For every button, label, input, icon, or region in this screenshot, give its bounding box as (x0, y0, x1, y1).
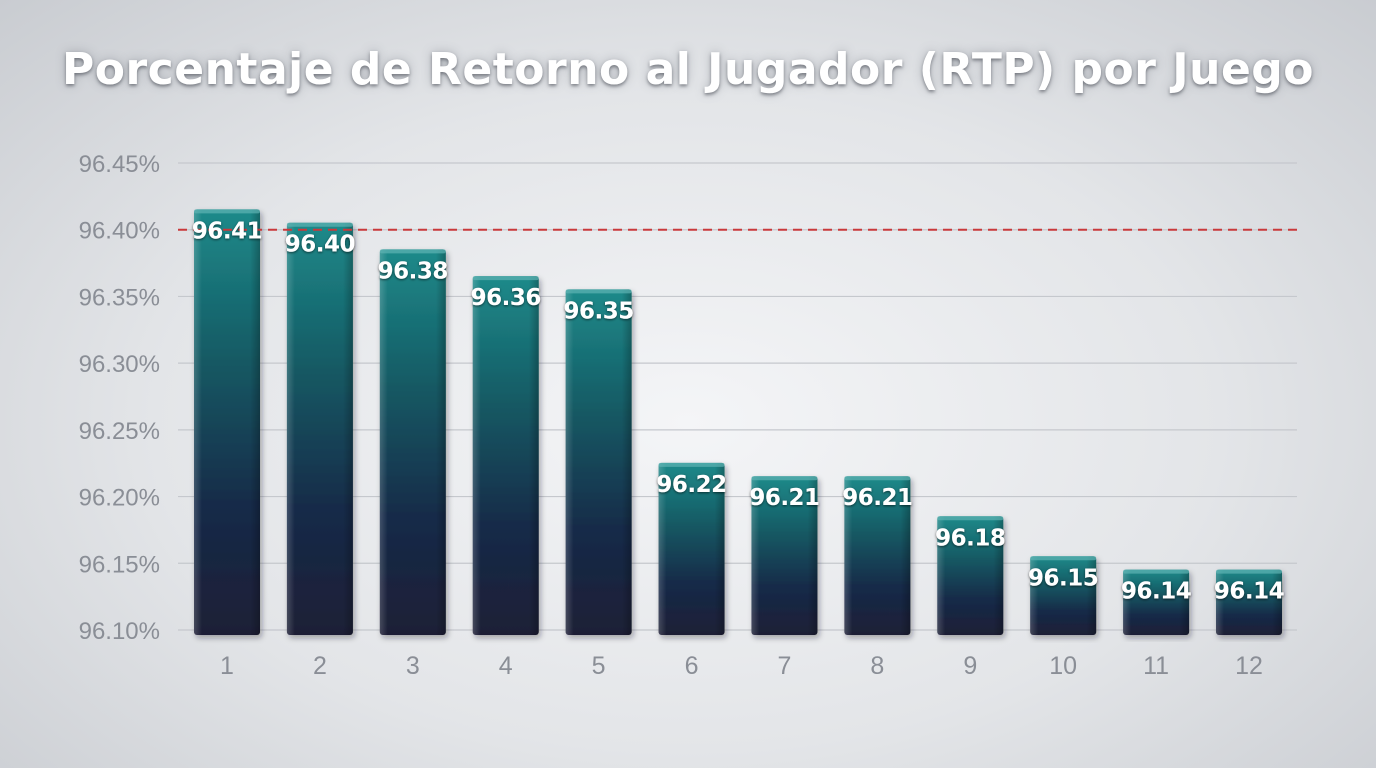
bar-group (1030, 556, 1097, 635)
y-tick-label: 96.35% (79, 284, 160, 311)
chart-title: Porcentaje de Retorno al Jugador (RTP) p… (61, 44, 1315, 95)
x-tick-label: 2 (313, 652, 327, 680)
x-tick-label: 4 (499, 652, 513, 680)
bars (194, 209, 1282, 635)
bar-shine (844, 476, 911, 635)
y-tick-label: 96.15% (79, 551, 160, 578)
bar-top-edge (658, 462, 725, 467)
bar-shine (1030, 556, 1097, 635)
bar-group (286, 222, 353, 635)
data-label: 96.14 (1121, 579, 1191, 605)
bar-group (751, 476, 818, 635)
x-tick-label: 3 (406, 652, 420, 680)
bar-shine (1123, 569, 1190, 635)
bar-shine (286, 222, 353, 635)
x-tick-label: 12 (1235, 652, 1263, 680)
bar-top-edge (751, 476, 818, 481)
bar-top-edge (844, 476, 911, 481)
y-tick-label: 96.10% (79, 618, 160, 645)
bar-top-edge (565, 289, 632, 294)
bar-shine (751, 476, 818, 635)
data-label: 96.21 (842, 485, 912, 511)
y-tick-label: 96.30% (79, 351, 160, 378)
bar-shine (658, 462, 725, 635)
x-axis-ticks: 1 2 3 4 5 6 7 8 9 10 11 12 (220, 652, 1263, 680)
x-tick-label: 9 (963, 652, 977, 680)
x-tick-label: 10 (1049, 652, 1077, 680)
data-label: 96.18 (935, 525, 1005, 551)
data-label: 96.22 (656, 472, 726, 498)
x-tick-label: 11 (1143, 652, 1169, 680)
bar-top-edge (937, 516, 1004, 521)
x-tick-label: 5 (592, 652, 606, 680)
y-tick-label: 96.45% (79, 151, 160, 178)
data-label: 96.15 (1028, 565, 1098, 591)
bar-shine (1216, 569, 1282, 635)
bar-shine (194, 209, 260, 635)
data-label: 96.40 (285, 232, 355, 258)
bar-top-edge (1030, 556, 1097, 561)
data-label: 96.36 (471, 285, 541, 311)
bar-top-edge (1123, 569, 1190, 574)
x-tick-label: 7 (778, 652, 792, 680)
bar-group (194, 209, 260, 635)
x-tick-label: 8 (870, 652, 884, 680)
y-axis-ticks: 96.10% 96.15% 96.20% 96.25% 96.30% 96.35% 96.4… (79, 151, 160, 645)
y-tick-label: 96.25% (79, 418, 160, 445)
bar-shine (937, 516, 1004, 635)
data-label: 96.14 (1214, 579, 1284, 605)
data-label: 96.21 (749, 485, 819, 511)
bar-shine (472, 276, 539, 635)
data-label: 96.35 (564, 298, 634, 324)
bar-group (1216, 569, 1282, 635)
bar-top-edge (1216, 569, 1282, 574)
bar-top-edge (472, 276, 539, 281)
y-tick-label: 96.40% (79, 218, 160, 245)
bar-group (844, 476, 911, 635)
x-tick-label: 1 (220, 652, 234, 680)
data-labels: 96.41 96.40 96.38 96.36 96.35 96.22 96.21 96.21… (192, 218, 1285, 605)
bar-group (1123, 569, 1190, 635)
bar-group (565, 289, 632, 635)
bar-shine (379, 249, 446, 635)
bar-group (658, 462, 725, 635)
x-tick-label: 6 (685, 652, 699, 680)
bar-shine (565, 289, 632, 635)
bar-group (472, 276, 539, 635)
bar-group (937, 516, 1004, 635)
data-label: 96.41 (192, 218, 262, 244)
y-tick-label: 96.20% (79, 485, 160, 512)
bar-top-edge (194, 209, 260, 214)
bar-top-edge (286, 222, 353, 227)
bar-top-edge (379, 249, 446, 254)
data-label: 96.38 (378, 258, 448, 284)
bar-group (379, 249, 446, 635)
